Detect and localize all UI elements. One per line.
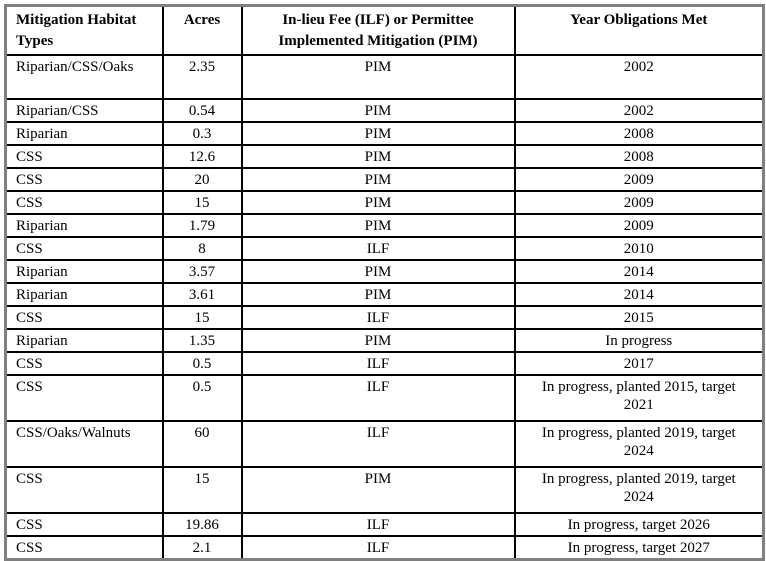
cell-year-obligations-met: 2014 — [513, 282, 765, 307]
table-row: Riparian 1.35 PIM In progress — [4, 328, 765, 353]
cell-mitigation-method: ILF — [240, 420, 516, 468]
cell-habitat-type: CSS — [4, 305, 164, 330]
cell-acres: 3.61 — [161, 282, 243, 307]
cell-mitigation-method: PIM — [240, 167, 516, 192]
cell-habitat-type: Riparian — [4, 328, 164, 353]
cell-habitat-type: CSS — [4, 351, 164, 376]
header-ilf-or-pim: In-lieu Fee (ILF) or Permittee Implement… — [240, 4, 516, 56]
cell-mitigation-method: ILF — [240, 374, 516, 422]
cell-year-obligations-met: 2015 — [513, 305, 765, 330]
table-header: Mitigation Habitat Types Acres In-lieu F… — [4, 4, 765, 56]
cell-year-obligations-met: 2008 — [513, 144, 765, 169]
table-body: Riparian/CSS/Oaks 2.35 PIM 2002 Riparian… — [4, 54, 765, 561]
cell-year-obligations-met: In progress — [513, 328, 765, 353]
cell-habitat-type: Riparian/CSS/Oaks — [4, 54, 164, 100]
cell-mitigation-method: PIM — [240, 190, 516, 215]
table-row: CSS 20 PIM 2009 — [4, 167, 765, 192]
cell-acres: 0.54 — [161, 98, 243, 123]
table-row: Riparian/CSS 0.54 PIM 2002 — [4, 98, 765, 123]
cell-mitigation-method: PIM — [240, 98, 516, 123]
table-row: CSS/Oaks/Walnuts 60 ILF In progress, pla… — [4, 420, 765, 468]
table-row: CSS 15 PIM 2009 — [4, 190, 765, 215]
cell-acres: 15 — [161, 305, 243, 330]
cell-year-obligations-met: 2009 — [513, 213, 765, 238]
cell-habitat-type: Riparian — [4, 213, 164, 238]
cell-year-obligations-met: 2008 — [513, 121, 765, 146]
cell-habitat-type: CSS — [4, 167, 164, 192]
cell-acres: 2.35 — [161, 54, 243, 100]
cell-year-obligations-met: 2009 — [513, 167, 765, 192]
cell-year-obligations-met: 2010 — [513, 236, 765, 261]
header-year-obligations-met: Year Obligations Met — [513, 4, 765, 56]
cell-acres: 60 — [161, 420, 243, 468]
table-row: Riparian 1.79 PIM 2009 — [4, 213, 765, 238]
table-row: CSS 8 ILF 2010 — [4, 236, 765, 261]
cell-acres: 0.3 — [161, 121, 243, 146]
cell-year-obligations-met: 2002 — [513, 54, 765, 100]
table-row: CSS 12.6 PIM 2008 — [4, 144, 765, 169]
cell-acres: 19.86 — [161, 512, 243, 537]
cell-habitat-type: CSS — [4, 190, 164, 215]
cell-mitigation-method: ILF — [240, 351, 516, 376]
header-acres: Acres — [161, 4, 243, 56]
table-row: CSS 15 ILF 2015 — [4, 305, 765, 330]
cell-habitat-type: CSS — [4, 466, 164, 514]
table-row: Riparian/CSS/Oaks 2.35 PIM 2002 — [4, 54, 765, 100]
cell-acres: 15 — [161, 190, 243, 215]
cell-mitigation-method: PIM — [240, 54, 516, 100]
cell-acres: 1.79 — [161, 213, 243, 238]
cell-year-obligations-met: In progress, planted 2019, target 2024 — [513, 420, 765, 468]
cell-acres: 1.35 — [161, 328, 243, 353]
cell-acres: 12.6 — [161, 144, 243, 169]
cell-acres: 0.5 — [161, 351, 243, 376]
cell-habitat-type: CSS — [4, 144, 164, 169]
cell-mitigation-method: ILF — [240, 535, 516, 561]
cell-acres: 8 — [161, 236, 243, 261]
cell-habitat-type: CSS — [4, 236, 164, 261]
table-row: CSS 19.86 ILF In progress, target 2026 — [4, 512, 765, 537]
table-row: Riparian 0.3 PIM 2008 — [4, 121, 765, 146]
cell-mitigation-method: PIM — [240, 213, 516, 238]
cell-acres: 15 — [161, 466, 243, 514]
cell-mitigation-method: PIM — [240, 466, 516, 514]
cell-habitat-type: CSS — [4, 374, 164, 422]
cell-habitat-type: CSS — [4, 535, 164, 561]
table-row: CSS 0.5 ILF 2017 — [4, 351, 765, 376]
cell-acres: 20 — [161, 167, 243, 192]
table-row: CSS 2.1 ILF In progress, target 2027 — [4, 535, 765, 561]
table-row: CSS 15 PIM In progress, planted 2019, ta… — [4, 466, 765, 514]
cell-habitat-type: Riparian — [4, 121, 164, 146]
cell-habitat-type: Riparian — [4, 259, 164, 284]
cell-year-obligations-met: 2017 — [513, 351, 765, 376]
cell-year-obligations-met: 2009 — [513, 190, 765, 215]
cell-mitigation-method: PIM — [240, 328, 516, 353]
cell-mitigation-method: PIM — [240, 121, 516, 146]
cell-mitigation-method: PIM — [240, 282, 516, 307]
cell-habitat-type: CSS/Oaks/Walnuts — [4, 420, 164, 468]
cell-year-obligations-met: In progress, planted 2019, target 2024 — [513, 466, 765, 514]
cell-acres: 2.1 — [161, 535, 243, 561]
cell-acres: 0.5 — [161, 374, 243, 422]
header-mitigation-habitat-types: Mitigation Habitat Types — [4, 4, 164, 56]
cell-year-obligations-met: 2014 — [513, 259, 765, 284]
cell-year-obligations-met: In progress, planted 2015, target 2021 — [513, 374, 765, 422]
cell-year-obligations-met: In progress, target 2026 — [513, 512, 765, 537]
cell-year-obligations-met: In progress, target 2027 — [513, 535, 765, 561]
cell-acres: 3.57 — [161, 259, 243, 284]
cell-mitigation-method: ILF — [240, 512, 516, 537]
table-row: Riparian 3.57 PIM 2014 — [4, 259, 765, 284]
table-row: CSS 0.5 ILF In progress, planted 2015, t… — [4, 374, 765, 422]
cell-mitigation-method: ILF — [240, 236, 516, 261]
header-row: Mitigation Habitat Types Acres In-lieu F… — [4, 4, 765, 56]
cell-mitigation-method: PIM — [240, 144, 516, 169]
cell-habitat-type: Riparian — [4, 282, 164, 307]
mitigation-habitat-table: Mitigation Habitat Types Acres In-lieu F… — [4, 4, 765, 561]
cell-habitat-type: CSS — [4, 512, 164, 537]
cell-mitigation-method: ILF — [240, 305, 516, 330]
table-row: Riparian 3.61 PIM 2014 — [4, 282, 765, 307]
cell-year-obligations-met: 2002 — [513, 98, 765, 123]
cell-habitat-type: Riparian/CSS — [4, 98, 164, 123]
cell-mitigation-method: PIM — [240, 259, 516, 284]
